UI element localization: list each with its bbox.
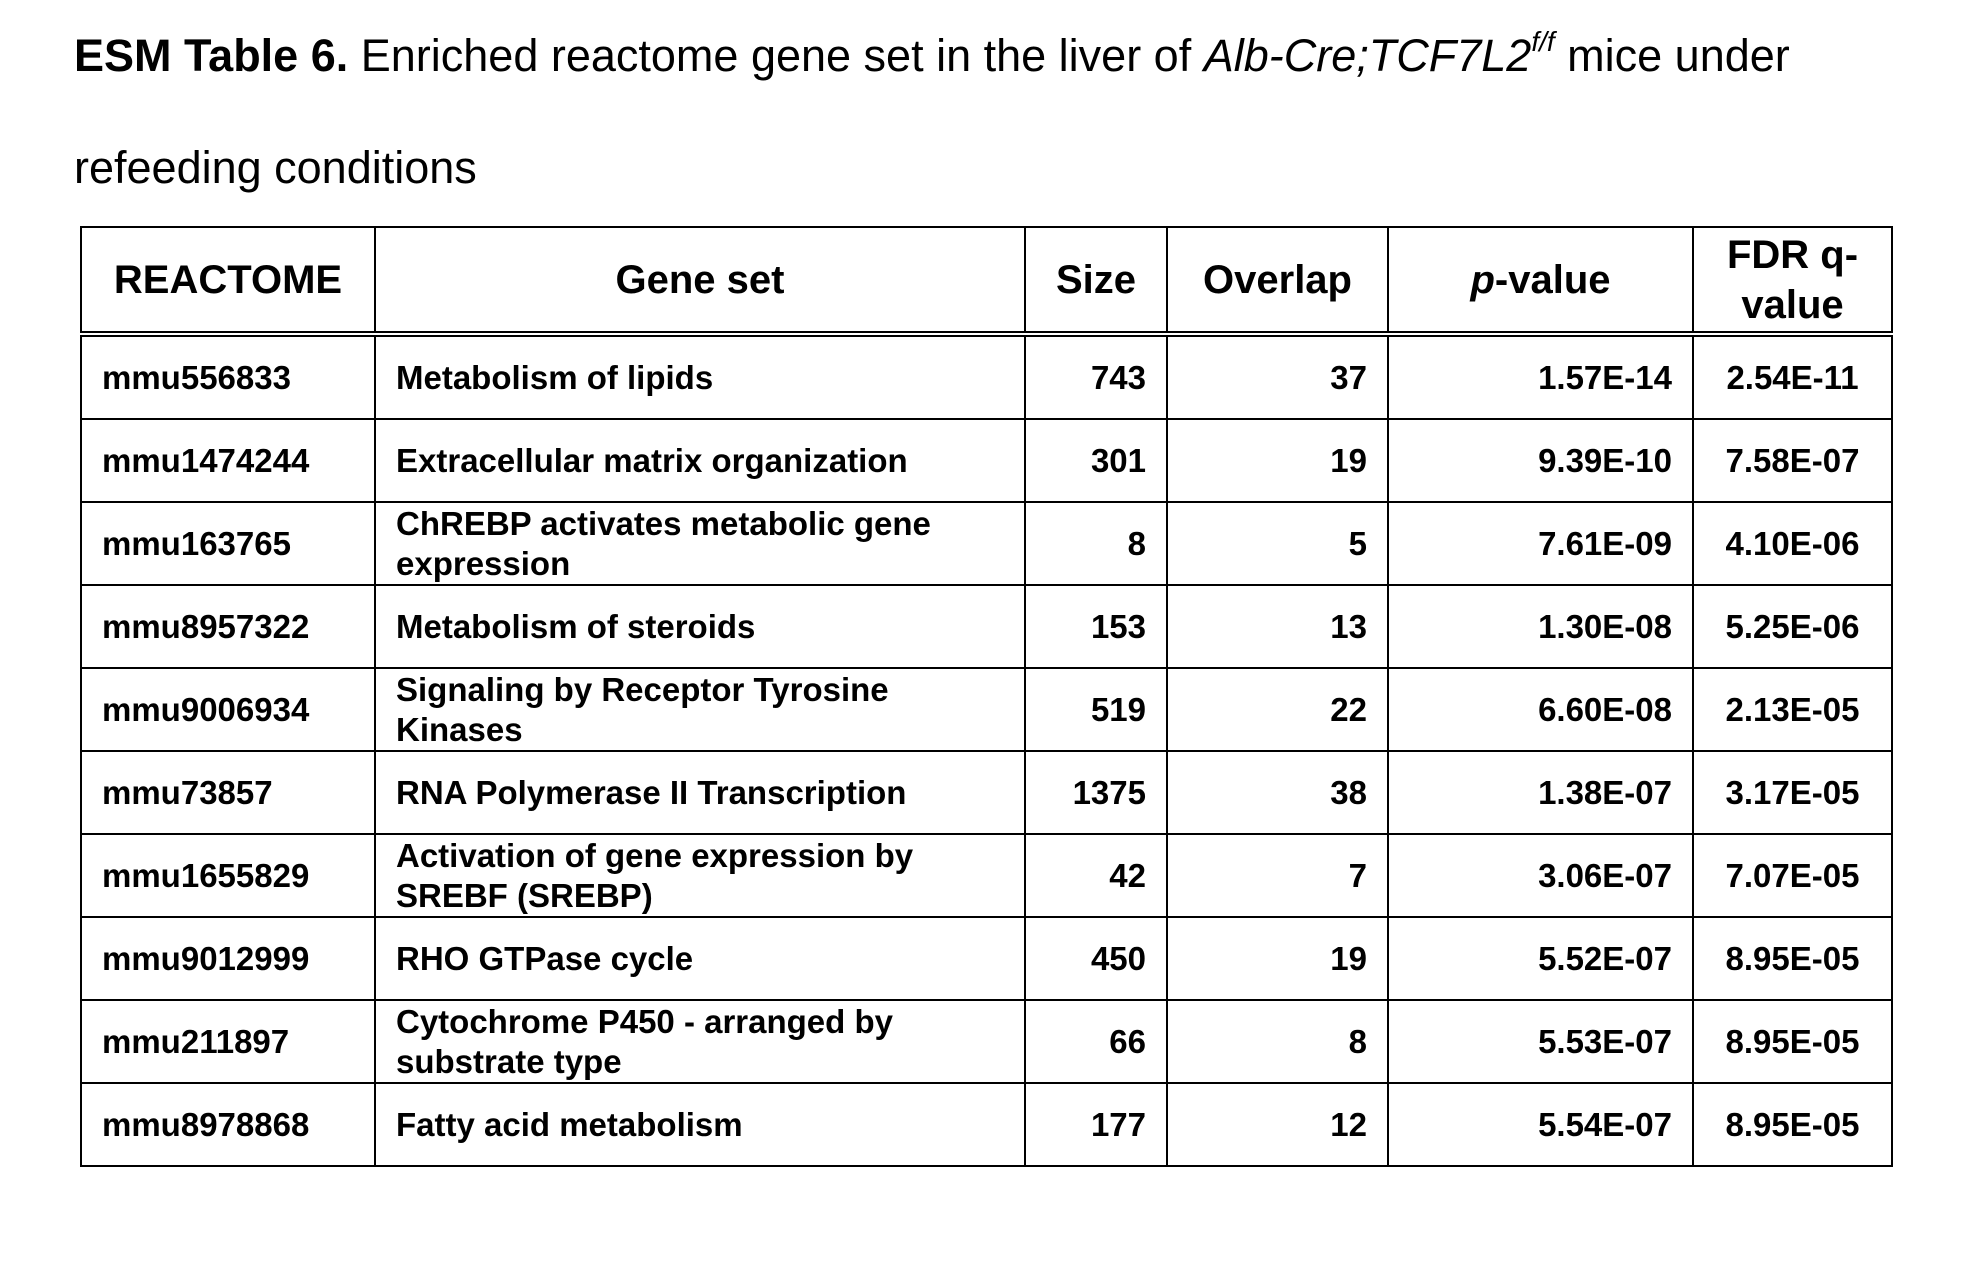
table-cell: 177	[1024, 1082, 1168, 1167]
header-italic: p	[1470, 257, 1495, 302]
table-cell: Signaling by Receptor Tyrosine Kinases	[374, 667, 1026, 752]
table-cell: 7.07E-05	[1692, 833, 1893, 918]
table-cell: 4.10E-06	[1692, 501, 1893, 586]
header-cell: p-value	[1387, 226, 1694, 337]
table-cell: 7	[1166, 833, 1389, 918]
header-cell: Gene set	[374, 226, 1026, 337]
table-cell: Activation of gene expression by SREBF (…	[374, 833, 1026, 918]
table-cell: 66	[1024, 999, 1168, 1084]
table-cell: 450	[1024, 916, 1168, 1001]
table-cell: 9.39E-10	[1387, 418, 1694, 503]
table-cell: 5.25E-06	[1692, 584, 1893, 669]
table-cell: 3.17E-05	[1692, 750, 1893, 835]
caption-suffix: mice under refeeding conditions	[74, 30, 1790, 193]
table-cell: 5.52E-07	[1387, 916, 1694, 1001]
table-cell: 5.53E-07	[1387, 999, 1694, 1084]
table-row: mmu8957322 Metabolism of steroids 153 13 1.3…	[80, 584, 1893, 669]
table-cell: 8.95E-05	[1692, 916, 1893, 1001]
table-cell: 2.54E-11	[1692, 333, 1893, 420]
data-table: REACTOME Gene set Size Overlap p-value F…	[80, 226, 1893, 1167]
table-cell: 19	[1166, 916, 1389, 1001]
table-cell: 38	[1166, 750, 1389, 835]
table-cell: Fatty acid metabolism	[374, 1082, 1026, 1167]
header-cell: FDR q-value	[1692, 226, 1893, 337]
table-cell: mmu556833	[80, 333, 376, 420]
table-cell: 1.57E-14	[1387, 333, 1694, 420]
table-cell: 8.95E-05	[1692, 999, 1893, 1084]
table-cell: 153	[1024, 584, 1168, 669]
table-cell: 2.13E-05	[1692, 667, 1893, 752]
table-cell: 42	[1024, 833, 1168, 918]
table-row: mmu9006934 Signaling by Receptor Tyrosine…	[80, 667, 1893, 752]
table-cell: mmu9006934	[80, 667, 376, 752]
table-cell: 6.60E-08	[1387, 667, 1694, 752]
header-row: REACTOME Gene set Size Overlap p-value F…	[80, 226, 1893, 337]
table-cell: 5.54E-07	[1387, 1082, 1694, 1167]
table-cell: Cytochrome P450 - arranged by substrate …	[374, 999, 1026, 1084]
table-cell: 22	[1166, 667, 1389, 752]
table-cell: 1.38E-07	[1387, 750, 1694, 835]
caption-genotype: Alb-Cre;TCF7L2	[1203, 30, 1532, 81]
table-cell: Metabolism of lipids	[374, 333, 1026, 420]
table-cell: mmu8978868	[80, 1082, 376, 1167]
table-cell: mmu73857	[80, 750, 376, 835]
table-cell: 13	[1166, 584, 1389, 669]
header-cell: Size	[1024, 226, 1168, 337]
table-cell: 7.58E-07	[1692, 418, 1893, 503]
caption-text: Enriched reactome gene set in the liver …	[348, 30, 1204, 81]
table-cell: 519	[1024, 667, 1168, 752]
table-cell: Metabolism of steroids	[374, 584, 1026, 669]
table-row: mmu163765 ChREBP activates metabolic gene…	[80, 501, 1893, 586]
table-cell: 743	[1024, 333, 1168, 420]
table-cell: 19	[1166, 418, 1389, 503]
table-cell: 12	[1166, 1082, 1389, 1167]
table-cell: 1.30E-08	[1387, 584, 1694, 669]
table-cell: mmu9012999	[80, 916, 376, 1001]
table-cell: 8.95E-05	[1692, 1082, 1893, 1167]
table-row: mmu211897 Cytochrome P450 - arranged by s…	[80, 999, 1893, 1084]
table-cell: mmu163765	[80, 501, 376, 586]
table-row: mmu556833 Metabolism of lipids 743 37 1.57E-…	[80, 333, 1893, 420]
table-cell: mmu1655829	[80, 833, 376, 918]
header-cell: Overlap	[1166, 226, 1389, 337]
table-cell: 7.61E-09	[1387, 501, 1694, 586]
table-cell: 301	[1024, 418, 1168, 503]
table-row: mmu1655829 Activation of gene expression …	[80, 833, 1893, 918]
table-row: mmu8978868 Fatty acid metabolism 177 12 5.54…	[80, 1082, 1893, 1167]
table-cell: 37	[1166, 333, 1389, 420]
table-cell: 3.06E-07	[1387, 833, 1694, 918]
table-cell: ChREBP activates metabolic gene expressi…	[374, 501, 1026, 586]
table-row: mmu73857 RNA Polymerase II Transcription 1…	[80, 750, 1893, 835]
table-cell: 8	[1024, 501, 1168, 586]
table-row: mmu9012999 RHO GTPase cycle 450 19 5.52E-07 8…	[80, 916, 1893, 1001]
table-cell: 1375	[1024, 750, 1168, 835]
table-row: mmu1474244 Extracellular matrix organizat…	[80, 418, 1893, 503]
table-cell: 8	[1166, 999, 1389, 1084]
caption-label: ESM Table 6.	[74, 30, 349, 81]
table-cell: RHO GTPase cycle	[374, 916, 1026, 1001]
table-cell: RNA Polymerase II Transcription	[374, 750, 1026, 835]
table-caption: ESM Table 6. Enriched reactome gene set …	[74, 0, 1934, 224]
header-cell: REACTOME	[80, 226, 376, 337]
table-cell: mmu8957322	[80, 584, 376, 669]
header-text: -value	[1494, 257, 1611, 302]
table-cell: Extracellular matrix organization	[374, 418, 1026, 503]
caption-superscript: f/f	[1531, 26, 1555, 57]
table-cell: mmu1474244	[80, 418, 376, 503]
table-cell: mmu211897	[80, 999, 376, 1084]
table-cell: 5	[1166, 501, 1389, 586]
